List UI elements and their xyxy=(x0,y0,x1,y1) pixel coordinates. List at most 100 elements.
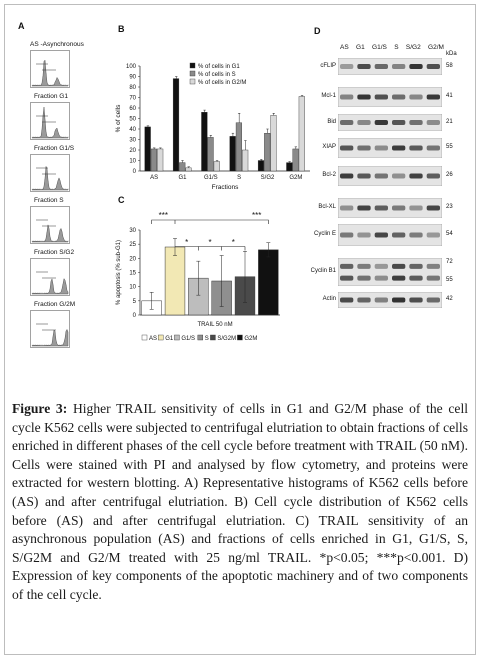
y-tick-label: 80 xyxy=(129,85,136,91)
protein-band xyxy=(426,297,440,303)
histogram-curve xyxy=(31,278,69,295)
protein-band xyxy=(426,275,440,281)
protein-label: Bcl-2 xyxy=(322,172,336,178)
protein-band xyxy=(392,297,406,303)
kda-value: 58 xyxy=(446,62,453,69)
protein-band xyxy=(340,275,354,281)
blot-strip xyxy=(338,258,442,286)
y-tick-label: 10 xyxy=(129,159,136,165)
x-tick-label: S xyxy=(237,175,241,181)
y-tick-label: 0 xyxy=(133,169,137,175)
y-tick-label: 30 xyxy=(129,138,136,144)
bar xyxy=(270,115,277,172)
protein-band xyxy=(392,173,406,179)
blot-background xyxy=(338,224,442,246)
protein-band xyxy=(392,263,406,269)
kda-value: 55 xyxy=(446,144,453,150)
bar xyxy=(257,160,265,172)
histogram-frame xyxy=(30,310,70,348)
blot-column-label: G2/M xyxy=(428,44,444,51)
protein-band xyxy=(426,173,440,179)
blot-background xyxy=(338,166,442,186)
histogram-label: Fraction S xyxy=(34,197,64,204)
blot-strip xyxy=(338,87,442,107)
figure-caption: Figure 3: Higher TRAIL sensitivity of ce… xyxy=(12,400,468,605)
bar xyxy=(172,78,180,172)
protein-band xyxy=(409,275,423,281)
x-tick-label: G1 xyxy=(178,175,187,181)
protein-band xyxy=(357,173,371,179)
histogram-frame xyxy=(30,154,70,192)
y-tick-label: 25 xyxy=(129,242,136,248)
blot-strip xyxy=(338,166,442,186)
significance-label: *** xyxy=(252,211,261,220)
blot-column-label: G1 xyxy=(356,44,365,51)
legend-entry: S xyxy=(205,336,209,342)
protein-band xyxy=(392,205,406,211)
blot-strip xyxy=(338,224,442,246)
protein-band xyxy=(409,232,423,238)
legend-swatch xyxy=(158,334,164,341)
protein-band xyxy=(392,120,406,125)
protein-band xyxy=(374,64,388,69)
kda-value: 42 xyxy=(446,296,453,302)
y-tick-label: 100 xyxy=(126,64,137,70)
protein-band xyxy=(357,263,371,269)
histogram-label: Fraction S/G2 xyxy=(34,249,75,256)
flow-histogram xyxy=(30,102,70,140)
blot-strip xyxy=(338,198,442,218)
y-tick-label: 0 xyxy=(133,313,137,319)
bar xyxy=(201,112,208,172)
protein-band xyxy=(374,205,388,211)
protein-band xyxy=(357,120,371,125)
y-tick-label: 10 xyxy=(129,285,136,291)
legend-swatch xyxy=(210,334,216,341)
blot-background xyxy=(338,58,442,75)
protein-band xyxy=(374,232,388,238)
panel-label-d: D xyxy=(314,26,321,36)
histogram-frame xyxy=(30,102,70,140)
y-tick-label: 5 xyxy=(133,299,137,305)
histogram-curve xyxy=(31,328,69,347)
blot-background xyxy=(338,114,442,131)
panel-label-c: C xyxy=(118,195,125,205)
blot-background xyxy=(338,138,442,158)
protein-label: Cyclin E xyxy=(313,231,336,237)
caption-label: Figure 3: xyxy=(12,401,68,416)
blot-column-label: S/G2 xyxy=(405,44,421,51)
bar xyxy=(157,148,164,172)
kda-value: 41 xyxy=(446,93,453,99)
figure-frame xyxy=(4,4,476,655)
protein-label: Bid xyxy=(327,118,336,125)
kda-header: kDa xyxy=(446,51,457,57)
flow-histogram xyxy=(30,154,70,192)
blot-strip xyxy=(338,292,442,308)
bar xyxy=(286,162,293,172)
protein-band xyxy=(426,94,440,100)
histogram-label: Fraction G/2M xyxy=(34,301,76,308)
protein-band xyxy=(374,275,388,281)
kda-value: 21 xyxy=(446,118,453,125)
y-axis-label: % apoptosis (% sub-G1) xyxy=(116,240,122,305)
protein-band xyxy=(340,64,354,69)
histogram-label: Fraction G1 xyxy=(34,93,68,100)
protein-band xyxy=(392,64,406,69)
blot-column-label: G1/S xyxy=(372,44,387,51)
protein-band xyxy=(409,297,423,303)
protein-band xyxy=(340,263,354,269)
protein-band xyxy=(409,145,423,151)
significance-label: * xyxy=(208,238,211,247)
flow-histogram xyxy=(30,258,70,296)
bar xyxy=(179,162,186,172)
bar xyxy=(242,149,249,172)
legend-swatch xyxy=(237,334,243,341)
significance-label: *** xyxy=(159,211,168,220)
protein-label: Actin xyxy=(322,296,336,302)
panel-label-b: B xyxy=(118,24,125,34)
flow-histogram xyxy=(30,50,70,88)
protein-band xyxy=(426,205,440,211)
protein-band xyxy=(357,64,371,69)
legend-swatch xyxy=(189,62,196,69)
legend-entry: S/G2M xyxy=(217,336,236,342)
flow-histogram xyxy=(30,310,70,348)
